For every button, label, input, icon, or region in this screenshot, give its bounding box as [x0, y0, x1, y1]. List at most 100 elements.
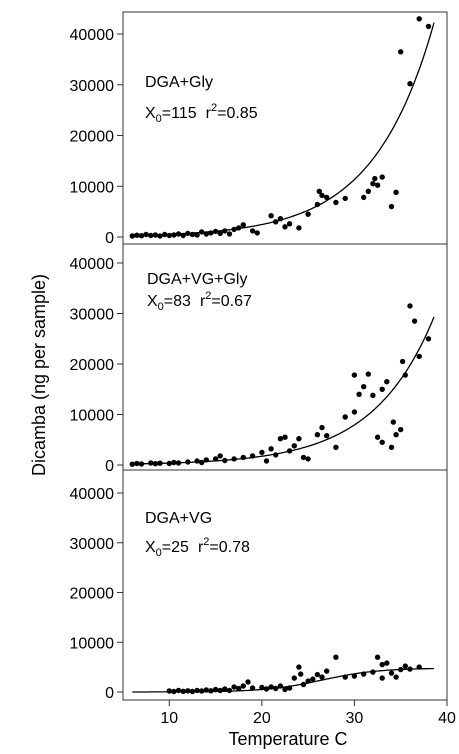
data-point — [388, 203, 395, 210]
data-point — [333, 444, 339, 450]
data-point — [411, 318, 418, 324]
data-point — [273, 219, 279, 225]
data-point — [342, 674, 348, 680]
data-point — [300, 681, 307, 688]
data-point — [296, 436, 302, 442]
data-point — [379, 386, 385, 392]
data-point — [324, 668, 330, 674]
data-point — [226, 687, 233, 694]
x0-subscript: 0 — [156, 547, 162, 559]
data-point — [361, 671, 367, 677]
data-point — [189, 688, 196, 695]
data-point — [342, 414, 348, 420]
data-point — [296, 225, 302, 231]
y-axis-title: Dicamba (ng per sample) — [29, 274, 49, 476]
data-point — [222, 228, 228, 234]
data-point — [402, 372, 408, 378]
r2-value: =0.67 — [211, 293, 252, 310]
data-point — [171, 459, 177, 466]
data-point — [390, 419, 396, 425]
data-point — [152, 461, 159, 467]
data-point — [416, 16, 422, 22]
data-point — [305, 456, 311, 462]
data-point — [324, 433, 330, 439]
y-tick-label: 20000 — [70, 357, 115, 374]
data-point — [291, 443, 297, 449]
x0-subscript: 0 — [158, 301, 164, 313]
data-point — [222, 457, 228, 464]
y-tick-label: 30000 — [70, 536, 115, 553]
data-point — [217, 453, 223, 459]
x0-symbol: X — [145, 539, 156, 556]
data-point — [175, 460, 182, 466]
data-point — [222, 686, 228, 692]
x-tick-label: 40 — [438, 710, 456, 727]
data-point — [398, 49, 404, 55]
data-point — [407, 666, 413, 672]
data-point — [231, 226, 237, 233]
data-point — [393, 674, 399, 680]
data-point — [249, 228, 256, 234]
panel-frame — [122, 469, 448, 701]
data-point — [300, 454, 307, 461]
data-point — [286, 448, 293, 454]
data-point — [374, 434, 381, 440]
y-tick-label: 10000 — [70, 408, 115, 425]
data-point — [407, 303, 413, 309]
data-point — [298, 671, 304, 677]
data-point — [134, 460, 140, 467]
data-point — [388, 670, 395, 676]
data-point — [416, 353, 422, 360]
data-point — [194, 232, 200, 238]
data-point — [212, 456, 219, 462]
data-point — [203, 231, 209, 237]
data-point — [305, 678, 311, 684]
r2-superscript: 2 — [211, 102, 217, 114]
data-point — [171, 232, 177, 238]
data-point — [319, 192, 325, 199]
data-point — [398, 426, 404, 433]
data-point — [365, 371, 371, 377]
x0-symbol: X — [147, 293, 158, 310]
y-tick-label: 40000 — [70, 27, 115, 44]
data-point — [138, 461, 145, 467]
panel-label: DGA+Gly — [145, 74, 213, 91]
x0-value: =25 — [162, 539, 189, 556]
data-point — [273, 685, 279, 692]
data-point — [351, 673, 358, 679]
data-point — [407, 81, 413, 87]
data-point — [379, 675, 385, 681]
data-point — [199, 229, 205, 235]
data-point — [333, 199, 339, 206]
x0-value: =115 — [162, 105, 197, 122]
data-point — [268, 446, 274, 452]
data-point — [319, 424, 325, 431]
data-point — [236, 685, 242, 692]
data-point — [342, 195, 348, 202]
data-point — [166, 232, 172, 239]
data-point — [314, 432, 321, 438]
data-point — [217, 230, 223, 237]
data-point — [166, 688, 172, 694]
data-point — [185, 688, 191, 694]
data-point — [351, 409, 358, 415]
data-point — [199, 688, 205, 694]
data-point — [194, 687, 200, 694]
data-point — [240, 222, 246, 228]
data-point — [398, 666, 404, 673]
data-point — [282, 434, 288, 440]
data-point — [217, 687, 223, 694]
data-point — [152, 232, 159, 238]
panel-stats: X0=25 r2=0.78 — [145, 536, 250, 559]
data-point — [175, 231, 182, 237]
data-point — [268, 213, 274, 219]
data-point — [361, 384, 367, 390]
data-point — [388, 444, 395, 450]
data-point — [189, 231, 196, 238]
data-point — [393, 432, 399, 438]
y-tick-label: 10000 — [70, 179, 115, 196]
y-tick-label: 40000 — [70, 486, 115, 503]
data-point — [180, 232, 186, 239]
